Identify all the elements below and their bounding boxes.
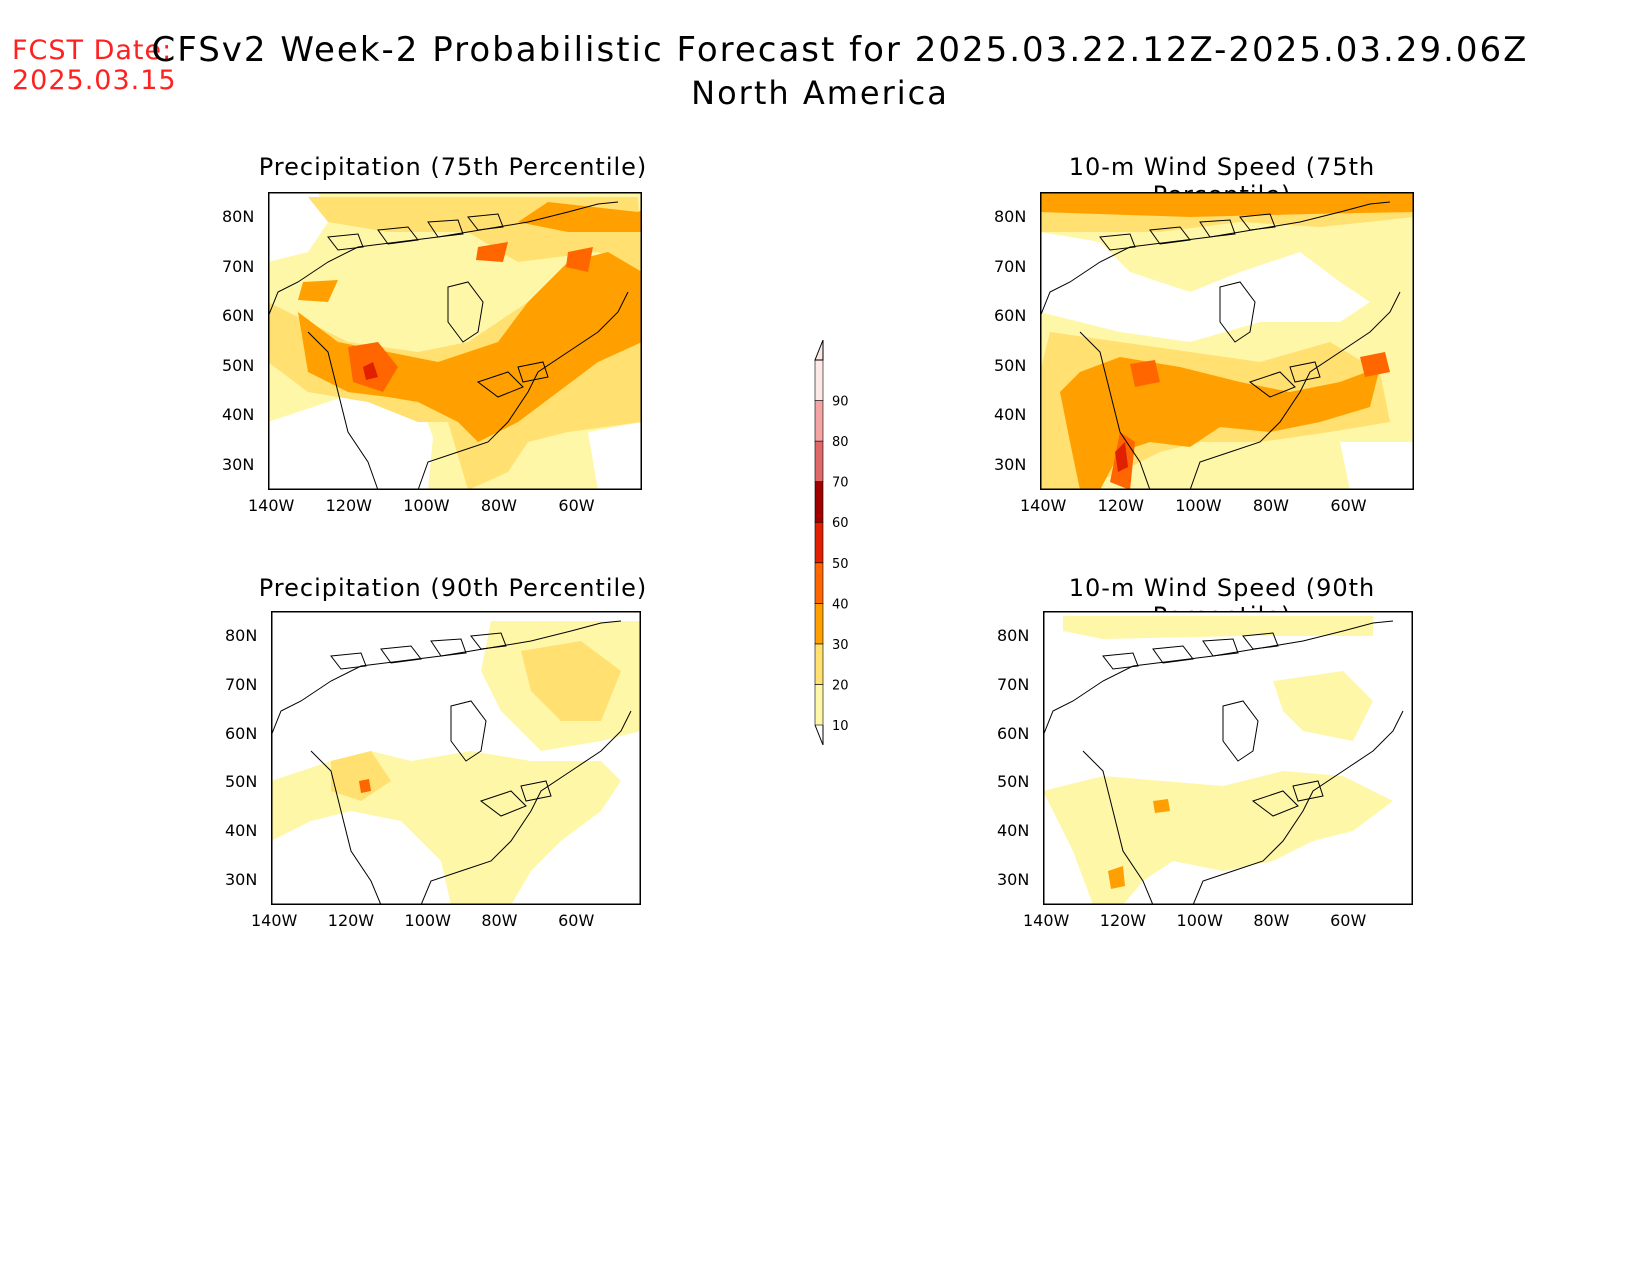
map-wind-75 [1039,191,1415,494]
colorbar-level-label: 60 [832,516,849,531]
colorbar-swatch [814,400,824,442]
lon-tick-label: 80W [481,911,518,930]
panel-title-precip-75: Precipitation (75th Percentile) [258,153,648,181]
page-title: CFSv2 Week-2 Probabilistic Forecast for … [151,30,1529,70]
lon-tick-label: 120W [327,911,375,930]
lat-tick-label: 50N [225,772,258,792]
colorbar-level-label: 80 [832,435,849,450]
lon-tick-label: 120W [325,496,372,515]
lat-tick-label: 60N [222,306,255,326]
lat-tick-label: 40N [222,405,255,425]
region-subtitle: North America [691,74,949,112]
lat-tick-label: 40N [997,821,1030,841]
colorbar: 10 20 30 40 50 60 70 80 90 [814,339,849,745]
map-svg-wind-75 [1039,191,1415,491]
lat-tick-label: 30N [222,455,255,474]
lat-tick-label: 80N [994,207,1027,226]
lat-tick-label: 30N [997,870,1030,889]
panel-title-precip-90: Precipitation (90th Percentile) [258,574,648,602]
lat-tick-label: 50N [994,355,1027,375]
colorbar-level-label: 90 [832,395,849,410]
lat-tick-label: 80N [997,626,1030,645]
colorbar-swatch [814,359,824,401]
lon-tick-label: 100W [404,911,451,930]
map-svg-precip-90 [270,610,642,906]
lon-tick-label: 80W [1253,911,1290,930]
lon-tick-label: 60W [1330,911,1367,930]
lat-tick-label: 70N [994,256,1027,276]
lat-tick-label: 50N [997,772,1030,792]
lat-tick-label: 30N [994,455,1027,474]
colorbar-level-label: 20 [832,678,849,693]
lat-tick-label: 40N [994,405,1027,425]
lon-tick-label: 120W [1097,496,1144,515]
colorbar-level-label: 50 [832,557,849,572]
lat-tick-label: 60N [997,723,1030,743]
colorbar-level-label: 40 [832,597,849,612]
map-wind-90 [1042,610,1414,909]
lon-tick-label: 100W [403,496,450,515]
lat-tick-label: 30N [225,870,258,889]
lon-tick-label: 100W [1176,911,1223,930]
fcst-date: 2025.03.15 [12,65,177,96]
lon-tick-label: 140W [1023,911,1070,930]
colorbar-swatch [814,521,824,564]
map-precip-90 [270,610,642,909]
colorbar-top-arrow [814,339,824,361]
colorbar-swatch [814,562,824,604]
map-svg-precip-75 [267,191,648,491]
lat-tick-label: 60N [994,306,1027,326]
colorbar-swatch [814,481,824,523]
lon-tick-label: 140W [1020,496,1067,515]
forecast-date-label: FCST Date: 2025.03.15 [12,36,177,96]
colorbar-swatch [814,643,824,685]
fcst-label: FCST Date: [12,35,173,66]
map-svg-wind-90 [1042,610,1414,906]
lat-tick-label: 80N [225,626,258,645]
colorbar-swatch [814,603,824,645]
lon-tick-label: 80W [1252,496,1289,515]
colorbar-level-label: 70 [832,476,849,491]
colorbar-swatch [814,440,824,482]
colorbar-swatch [814,684,824,726]
colorbar-bottom-arrow [814,724,824,745]
colorbar-level-label: 30 [832,638,849,653]
lat-tick-label: 80N [222,207,255,226]
lat-tick-label: 70N [222,256,255,276]
lon-tick-label: 120W [1099,911,1147,930]
lon-tick-label: 60W [1330,496,1367,515]
lat-tick-label: 40N [225,821,258,841]
lon-tick-label: 60W [558,911,595,930]
map-precip-75 [267,191,648,494]
lat-tick-label: 70N [225,674,258,694]
lon-tick-label: 140W [248,496,295,515]
lat-tick-label: 60N [225,723,258,743]
lat-tick-label: 50N [222,355,255,375]
lon-tick-label: 100W [1175,496,1222,515]
lon-tick-label: 60W [558,496,595,515]
lon-tick-label: 80W [480,496,517,515]
lon-tick-label: 140W [251,911,298,930]
lat-tick-label: 70N [997,674,1030,694]
colorbar-level-label: 10 [832,719,849,734]
